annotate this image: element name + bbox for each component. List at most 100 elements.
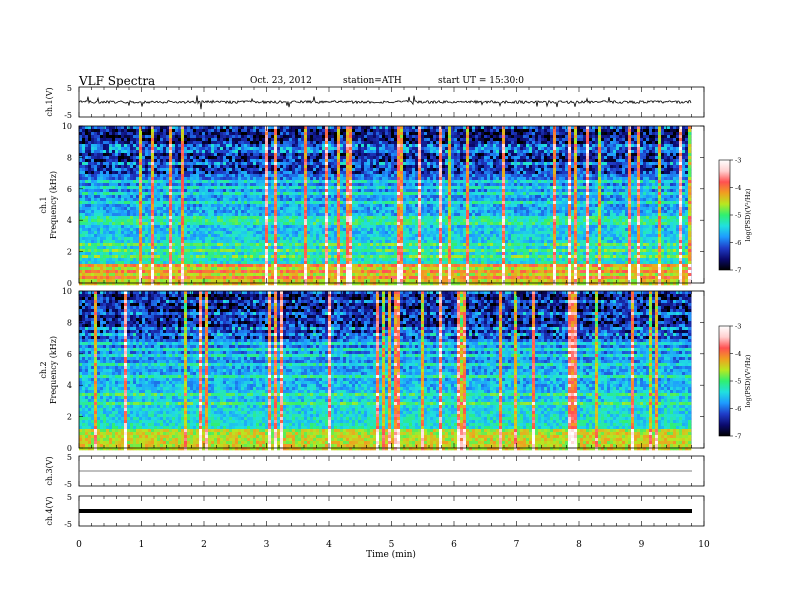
spectrogram-cell [400, 156, 403, 159]
spectrogram-cell [487, 168, 490, 171]
spectrogram-cell [640, 147, 643, 150]
spectrogram-cell [406, 144, 409, 147]
spectrogram-cell [250, 174, 253, 177]
spectrogram-cell [478, 126, 481, 129]
spectrogram-cell [337, 141, 340, 144]
spectrogram-cell [283, 150, 286, 153]
spectrogram-cell [451, 180, 454, 183]
spectrogram-cell [628, 171, 631, 174]
spectrogram-cell [124, 186, 127, 189]
spectrogram-cell [145, 162, 148, 165]
spectrogram-cell [430, 183, 433, 186]
spectrogram-cell [208, 156, 211, 159]
spectrogram-cell [589, 138, 592, 141]
spectrogram-cell [178, 138, 181, 141]
spectrogram-cell [88, 171, 91, 174]
spectrogram-cell [178, 159, 181, 162]
spectrogram-cell [217, 132, 220, 135]
spectrogram-cell [526, 153, 529, 156]
spectrogram-cell [568, 156, 571, 159]
spectrogram-cell [124, 174, 127, 177]
spectrogram-cell [505, 177, 508, 180]
spectrogram-cell [424, 144, 427, 147]
spectrogram-cell [631, 138, 634, 141]
spectrogram-cell [280, 129, 283, 132]
spectrogram-cell [667, 159, 670, 162]
spectrogram-cell [376, 171, 379, 174]
spectrogram-cell [646, 141, 649, 144]
spectrogram-cell [463, 156, 466, 159]
spectrogram-cell [196, 174, 199, 177]
spectrogram-cell [412, 171, 415, 174]
spectrogram-cell [229, 180, 232, 183]
spectrogram-cell [415, 141, 418, 144]
spectrogram-cell [280, 135, 283, 138]
spectrogram-cell [88, 150, 91, 153]
spectrogram-cell [325, 174, 328, 177]
spectrogram-cell [139, 171, 142, 174]
spectrogram-cell [460, 153, 463, 156]
spectrogram-cell [352, 126, 355, 129]
spectrogram-cell [280, 165, 283, 168]
spectrogram-cell [157, 132, 160, 135]
spectrogram-cell [553, 147, 556, 150]
spectrogram-cell [268, 162, 271, 165]
spectrogram-cell [442, 171, 445, 174]
spectrogram-cell [325, 156, 328, 159]
spectrogram-cell [106, 177, 109, 180]
spectrogram-cell [214, 183, 217, 186]
spectrogram-cell [667, 132, 670, 135]
spectrogram-cell [535, 153, 538, 156]
spectrogram-cell [496, 165, 499, 168]
spectrogram-cell [604, 144, 607, 147]
spectrogram-cell [595, 159, 598, 162]
spectrogram-cell [688, 177, 691, 180]
spectrogram-cell [568, 144, 571, 147]
spectrogram-cell [457, 162, 460, 165]
spectrogram-cell [361, 153, 364, 156]
spectrogram-cell [553, 141, 556, 144]
spectrogram-cell [190, 180, 193, 183]
spectrogram-cell [643, 135, 646, 138]
spectrogram-cell [469, 135, 472, 138]
spectrogram-cell [112, 156, 115, 159]
spectrogram-cell [379, 150, 382, 153]
spectrogram-cell [448, 168, 451, 171]
spectrogram-cell [79, 159, 82, 162]
spectrogram-cell [292, 135, 295, 138]
spectrogram-cell [130, 153, 133, 156]
spectrogram-cell [232, 135, 235, 138]
spectrogram-cell [367, 144, 370, 147]
spectrogram-cell [154, 159, 157, 162]
spectrogram-cell [256, 180, 259, 183]
spectrogram-cell [457, 126, 460, 129]
spectrogram-cell [337, 177, 340, 180]
spectrogram-cell [388, 147, 391, 150]
spectrogram-cell [148, 141, 151, 144]
spectrogram-cell [175, 183, 178, 186]
spectrogram-cell [118, 180, 121, 183]
spectrogram-cell [256, 129, 259, 132]
spectrogram-cell [502, 177, 505, 180]
spectrogram-cell [682, 168, 685, 171]
spectrogram-cell [313, 144, 316, 147]
spectrogram-cell [496, 174, 499, 177]
spectrogram-cell [199, 144, 202, 147]
spectrogram-cell [154, 168, 157, 171]
spectrogram-cell [331, 129, 334, 132]
spectrogram-cell [532, 174, 535, 177]
spectrogram-cell [160, 135, 163, 138]
spectrogram-cell [220, 126, 223, 129]
spectrogram-cell [649, 177, 652, 180]
spectrogram-cell [169, 144, 172, 147]
spectrogram-cell [274, 165, 277, 168]
spectrogram-cell [580, 132, 583, 135]
spectrogram-cell [592, 141, 595, 144]
spectrogram-cell [253, 156, 256, 159]
spectrogram-cell [613, 138, 616, 141]
spectrogram-cell [85, 183, 88, 186]
spectrogram-cell [133, 135, 136, 138]
spectrogram-cell [679, 147, 682, 150]
spectrogram-cell [115, 153, 118, 156]
spectrogram-cell [547, 126, 550, 129]
